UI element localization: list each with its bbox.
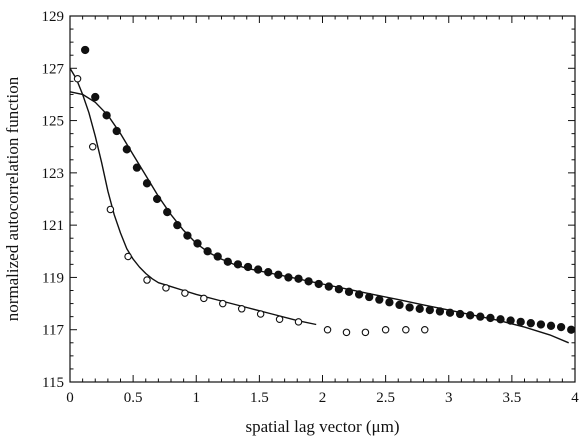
x-tick-label: 2 [319,390,327,406]
x-tick-label: 4 [571,390,579,406]
filled-data-point [365,292,374,302]
x-tick-label: 3 [445,390,453,406]
filled-data-point [395,300,404,310]
filled-data-point [476,312,485,321]
open-data-point [162,284,170,292]
open-data-point [342,328,351,337]
filled-data-point [466,311,475,320]
axis-tick-labels: 0 0.5 1 1.5 2 2.5 3 3.5 4 115 117 119 121 123 125 127 12… [42,9,579,406]
y-tick-label: 123 [42,166,65,182]
y-tick-label: 127 [42,61,65,77]
open-data-point [237,305,246,313]
filled-data-point [203,247,212,256]
filled-data-point [112,126,121,136]
filled-data-point [425,305,434,315]
filled-data-point [233,260,243,269]
filled-data-point [486,313,495,323]
fit-line [69,67,317,326]
filled-data-point [546,321,556,330]
x-tick-label: 1 [193,390,201,406]
filled-data-point [304,277,313,286]
filled-data-point [284,273,293,282]
filled-data-point [375,295,384,304]
filled-data-point [274,270,283,279]
data-points [73,45,576,337]
filled-data-point [405,303,414,312]
x-tick-label: 2.5 [376,390,395,406]
filled-data-point [455,309,465,319]
y-tick-label: 117 [42,323,64,339]
fit-line [69,91,569,344]
plot-frame [69,15,576,383]
filled-data-point [344,287,354,296]
x-axis-title: spatial lag vector (μm) [245,417,399,436]
y-tick-label: 129 [42,9,65,25]
open-data-point [294,318,303,326]
filled-data-point [193,239,202,248]
filled-data-point [435,307,445,316]
filled-data-point [334,285,344,294]
filled-data-point [354,290,364,299]
filled-data-point [526,319,535,328]
filled-data-point [253,265,263,274]
open-data-point [256,310,265,318]
filled-data-point [122,145,131,154]
y-axis-title: normalized autocorrelation function [3,76,22,321]
filled-data-point [556,322,566,332]
filled-data-point [152,194,162,204]
filled-data-point [142,179,152,188]
open-data-point [219,299,227,308]
filled-data-point [81,45,90,55]
filled-data-point [415,304,424,313]
open-data-point [73,74,82,83]
open-data-point [323,325,332,334]
filled-data-point [314,279,323,289]
filled-data-point [496,315,505,324]
open-data-point [143,276,151,284]
filled-data-point [213,252,222,261]
filled-data-point [445,308,455,317]
filled-data-point [385,298,394,307]
x-tick-label: 3.5 [503,390,522,406]
open-data-point [402,325,410,334]
open-data-point [421,325,429,334]
filled-data-point [91,92,100,102]
filled-data-point [102,111,111,120]
filled-data-point [223,257,232,266]
filled-data-point [506,316,515,325]
y-tick-label: 115 [42,375,64,391]
x-tick-label: 0 [66,390,74,406]
open-data-point [361,328,370,337]
open-data-point [106,205,115,214]
y-tick-label: 125 [42,114,65,130]
x-tick-label: 1.5 [250,390,269,406]
open-data-point [200,294,208,303]
open-data-point [275,315,284,324]
y-tick-label: 121 [42,218,65,234]
filled-data-point [567,325,576,334]
open-data-point [181,289,189,297]
open-data-point [124,252,132,261]
y-tick-label: 119 [42,270,64,286]
filled-data-point [183,231,192,240]
filled-data-point [294,274,303,283]
filled-data-point [264,268,273,277]
filled-data-point [243,262,253,272]
open-data-point [88,142,97,151]
x-tick-label: 0.5 [124,390,143,406]
filled-data-point [516,317,525,327]
filled-data-point [324,282,333,291]
filled-data-point [173,220,182,230]
axis-ticks [69,15,576,383]
open-data-point [381,325,390,334]
filled-data-point [163,207,172,217]
filled-data-point [132,163,142,172]
filled-data-point [536,320,546,329]
fit-lines [69,67,569,344]
